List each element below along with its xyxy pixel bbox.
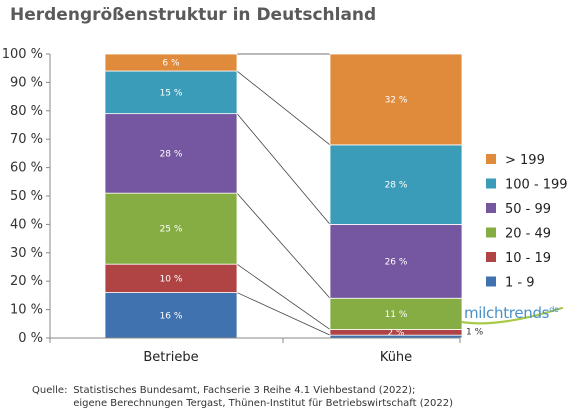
logo-suffix: de bbox=[549, 305, 559, 314]
logo-swoosh-icon bbox=[460, 306, 564, 325]
connector-line bbox=[236, 70, 331, 146]
legend-label: 10 - 19 bbox=[505, 251, 551, 266]
y-tick-label: 60 % bbox=[10, 161, 43, 176]
y-tick-label: 90 % bbox=[10, 75, 43, 90]
connector-line bbox=[236, 192, 331, 299]
y-tick-label: 50 % bbox=[10, 189, 43, 204]
y-tick-label: 70 % bbox=[10, 132, 43, 147]
axes: 0 % 10 % 20 % 30 % 40 % 50 % 60 % 70 % 80 % 90 % 1… bbox=[2, 47, 461, 365]
y-tick-label: 30 % bbox=[10, 246, 43, 261]
segment-label: 28 % bbox=[385, 181, 408, 191]
legend-swatch bbox=[486, 276, 496, 287]
y-tick-label: 10 % bbox=[10, 303, 43, 318]
y-tick-label: 40 % bbox=[10, 217, 43, 232]
bar-segment bbox=[104, 113, 238, 194]
segment-label: 25 % bbox=[160, 225, 183, 235]
segment-label: 16 % bbox=[160, 311, 183, 321]
legend-label: > 199 bbox=[505, 153, 545, 168]
bar-segment bbox=[104, 53, 238, 72]
legend-swatch bbox=[486, 203, 496, 213]
segment-label: 28 % bbox=[160, 149, 183, 159]
connector-line bbox=[236, 263, 331, 330]
segment-label: 6 % bbox=[162, 59, 180, 69]
source-key: Quelle: bbox=[32, 385, 68, 396]
bar-segment bbox=[104, 70, 238, 115]
bar-segment bbox=[104, 292, 238, 339]
x-category-label: Kühe bbox=[380, 350, 412, 365]
segment-labels: 16 % 1 % 10 % 2 % 25 % 11 % 28 % 26 % 15 % 28 % 6 … bbox=[160, 59, 484, 339]
segment-label: 32 % bbox=[385, 95, 408, 105]
y-tick-label: 0 % bbox=[18, 331, 43, 346]
connector-line bbox=[236, 292, 331, 336]
connector-lines bbox=[236, 53, 331, 336]
connector-line bbox=[236, 113, 331, 225]
segment-label: 10 % bbox=[160, 274, 183, 284]
legend: > 199 100 - 199 50 - 99 20 - 49 10 - 19 1 - 9 bbox=[486, 153, 568, 291]
legend-label: 20 - 49 bbox=[505, 227, 551, 242]
x-category-label: Betriebe bbox=[143, 350, 198, 365]
bars bbox=[104, 53, 463, 339]
source-line-1: Statistisches Bundesamt, Fachserie 3 Rei… bbox=[73, 385, 416, 396]
legend-label: 50 - 99 bbox=[505, 202, 551, 217]
segment-label: 11 % bbox=[385, 310, 408, 320]
milchtrends-logo: milchtrendsde bbox=[464, 304, 559, 322]
y-tick-label: 80 % bbox=[10, 104, 43, 119]
y-tick-label: 20 % bbox=[10, 274, 43, 289]
bar-segment bbox=[329, 53, 463, 146]
segment-label: 2 % bbox=[387, 328, 405, 338]
legend-label: 1 - 9 bbox=[505, 276, 535, 291]
legend-swatch bbox=[486, 154, 496, 164]
bar-segment bbox=[329, 144, 463, 225]
segment-label: 1 % bbox=[466, 328, 484, 338]
chart-title: Herdengrößenstruktur in Deutschland bbox=[10, 5, 377, 25]
segment-label: 26 % bbox=[385, 257, 408, 267]
source-note: Quelle: Statistisches Bundesamt, Fachser… bbox=[32, 384, 453, 410]
legend-swatch bbox=[486, 252, 496, 262]
bar-segment bbox=[329, 223, 463, 299]
legend-label: 100 - 199 bbox=[505, 178, 568, 193]
legend-swatch bbox=[486, 178, 496, 189]
logo-text: milchtrends bbox=[464, 304, 550, 322]
bar-segment bbox=[104, 192, 238, 265]
source-line-2: eigene Berechnungen Tergast, Thünen-Inst… bbox=[73, 398, 453, 409]
segment-label: 15 % bbox=[160, 88, 183, 98]
legend-swatch bbox=[486, 227, 496, 238]
y-tick-label: 100 % bbox=[2, 47, 43, 62]
